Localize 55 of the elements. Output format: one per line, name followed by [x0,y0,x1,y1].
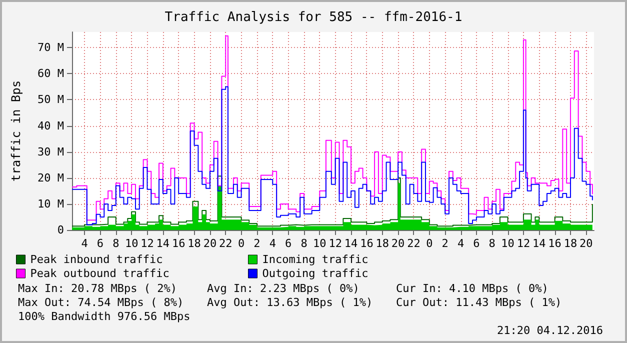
x-tick-label: 14 [532,237,546,250]
y-tick-label: 30 M [38,145,64,158]
x-tick-label: 16 [172,237,186,250]
x-tick-label: 10 [124,237,138,250]
x-tick-label: 12 [140,237,154,250]
text: Max In: 20.78 MBps ( 2%) [18,282,177,295]
text: Cur Out: 11.43 MBps ( 1%) [396,296,562,309]
legend-label: Peak inbound traffic [30,253,163,266]
text: Max Out: 74.54 MBps ( 8%) [18,296,184,309]
x-tick-label: 6 [285,237,292,250]
legend-label: Peak outbound traffic [30,267,170,280]
y-tick-label: 40 M [38,119,64,132]
x-tick-label: 20 [580,237,593,250]
x-tick-label: 6 [96,237,104,250]
text: Avg In: 2.23 MBps ( 0%) [207,282,360,295]
x-tick-label: 8 [300,237,308,250]
legend-label: Outgoing traffic [262,267,368,280]
x-tick-label: 18 [188,237,201,250]
x-tick-label: 2 [442,237,448,250]
legend-label: Incoming traffic [262,253,368,266]
y-tick-label: 60 M [38,67,64,80]
x-tick-label: 12 [516,237,530,250]
x-tick-label: 2 [254,237,260,250]
x-tick-label: 20 [203,237,217,250]
x-tick-label: 10 [501,237,514,250]
x-tick-label: 0 [238,237,245,250]
x-tick-label: 20 [391,237,405,250]
x-tick-label: 10 [313,237,326,250]
y-tick-label: 10 M [38,197,64,210]
text: Avg Out: 13.63 MBps ( 1%) [207,296,373,309]
y-tick-label: 50 M [38,93,64,106]
x-tick-label: 4 [81,237,88,250]
text: 21:20 04.12.2016 [497,324,604,337]
x-tick-label: 16 [360,237,374,250]
x-tick-label: 12 [328,237,342,250]
y-tick-label: 20 M [38,171,64,184]
x-tick-label: 14 [344,237,358,250]
x-tick-label: 14 [156,237,170,250]
y-tick-label: 70 M [38,41,64,54]
x-tick-label: 4 [457,237,464,250]
text: 100% Bandwidth 976.56 MBps [18,310,190,323]
x-tick-label: 0 [426,237,433,250]
x-tick-label: 6 [473,237,480,250]
text: Cur In: 4.10 MBps ( 0%) [396,282,548,295]
x-tick-label: 22 [218,237,232,250]
x-tick-label: 8 [112,237,120,250]
x-tick-label: 16 [548,237,562,250]
y-tick-label: 0 [57,224,64,236]
x-tick-label: 18 [564,237,578,250]
x-tick-label: 18 [376,237,390,250]
y-axis-title: traffic in Bps [9,80,23,182]
x-tick-label: 8 [488,237,496,250]
x-tick-label: 22 [407,237,420,250]
x-tick-label: 4 [269,237,276,250]
chart-title: Traffic Analysis for 585 -- ffm-2016-1 [164,10,462,25]
